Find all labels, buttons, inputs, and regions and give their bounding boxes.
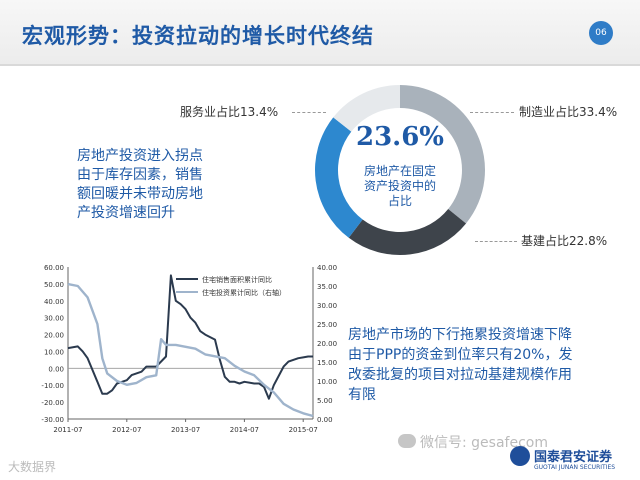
y-left-tick-label: -10.00 [41,382,64,390]
donut-center-text: 房地产在固定 资产投资中的 占比 [350,164,450,209]
donut-center-value: 23.6% [355,122,445,152]
x-tick-label: 2015-07 [289,426,318,434]
leader-infrastructure [475,241,517,242]
donut-center-line-1: 房地产在固定 [363,164,436,178]
wechat-icon [398,434,416,448]
donut-svg [315,85,485,255]
y-right-tick-label: 20.00 [317,340,337,348]
y-left-tick-label: -30.00 [41,416,64,424]
left-text-line-1: 房地产投资进入拐点 [77,148,203,164]
y-right-tick-label: 0.00 [317,416,333,424]
left-text-line-2: 由于库存因素，销售 [77,167,203,183]
right-text-line-3: 改委批复的项目对拉动基建规模作用 [348,367,572,383]
y-left-tick-label: 60.00 [44,264,64,272]
y-left-tick-label: 30.00 [44,315,64,323]
right-text-line-4: 有限 [348,387,376,403]
leader-services [292,112,326,113]
label-services: 服务业占比13.4% [180,105,279,119]
legend-label-0: 住宅销售面积累计同比 [202,275,272,284]
y-left-tick-label: 10.00 [44,348,64,356]
series-line-0 [67,274,313,400]
brand-name: 国泰君安证券 [534,450,613,465]
x-tick-label: 2012-07 [112,426,141,434]
left-summary-text: 房地产投资进入拐点 由于库存因素，销售 额回暖并未带动房地 产投资增速回升 [77,147,217,223]
donut-chart: 23.6% 房地产在固定 资产投资中的 占比 [310,80,490,260]
series-line-1 [67,282,314,418]
donut-center-line-3: 占比 [387,194,412,208]
y-left-tick-label: 40.00 [44,298,64,306]
y-right-tick-label: 25.00 [317,321,337,329]
header-bar: 宏观形势：投资拉动的增长时代终结 06 [0,0,640,66]
x-tick-label: 2014-07 [230,426,259,434]
y-left-tick-label: 50.00 [44,281,64,289]
donut-segment-0 [400,85,485,224]
x-tick-label: 2011-07 [53,426,82,434]
brand-logo: 国泰君安证券 GUOTAI JUNAN SECURITIES [506,442,636,478]
donut-segment-3 [333,85,400,132]
left-text-line-3: 额回暖并未带动房地 [77,186,203,202]
y-right-tick-label: 35.00 [317,283,337,291]
page-title: 宏观形势：投资拉动的增长时代终结 [22,24,374,48]
page-number-badge: 06 [589,21,613,45]
donut-segment-1 [348,209,467,255]
bottom-left-watermark: 大数据界 [8,460,57,474]
y-right-tick-label: 10.00 [317,378,337,386]
donut-center-line-2: 资产投资中的 [363,179,436,193]
right-summary-text: 房地产市场的下行拖累投资增速下降 由于PPP的资金到位率只有20%，发 改委批复… [348,325,616,405]
brand-subtitle: GUOTAI JUNAN SECURITIES [534,464,616,471]
y-left-tick-label: 0.00 [48,365,64,373]
y-left-tick-label: -20.00 [41,399,64,407]
x-tick-label: 2013-07 [171,426,200,434]
brand-logo-icon [510,446,530,466]
label-manufacturing: 制造业占比33.4% [519,105,618,119]
y-right-tick-label: 15.00 [317,359,337,367]
y-right-tick-label: 40.00 [317,264,337,272]
y-left-tick-label: 20.00 [44,332,64,340]
right-text-line-1: 房地产市场的下行拖累投资增速下降 [348,327,572,343]
donut-segment-2 [315,117,363,238]
line-chart: 60.00 50.00 40.00 30.00 20.00 10.00 0.00 -10.00… [41,264,337,434]
y-right-tick-label: 30.00 [317,302,337,310]
right-text-line-2: 由于PPP的资金到位率只有20%，发 [348,347,573,363]
y-right-tick-label: 5.00 [317,397,333,405]
label-infrastructure: 基建占比22.8% [521,234,608,248]
leader-manufacturing [470,112,514,113]
left-text-line-4: 产投资增速回升 [77,205,175,221]
legend-label-1: 住宅投资累计同比（右轴） [202,288,286,297]
